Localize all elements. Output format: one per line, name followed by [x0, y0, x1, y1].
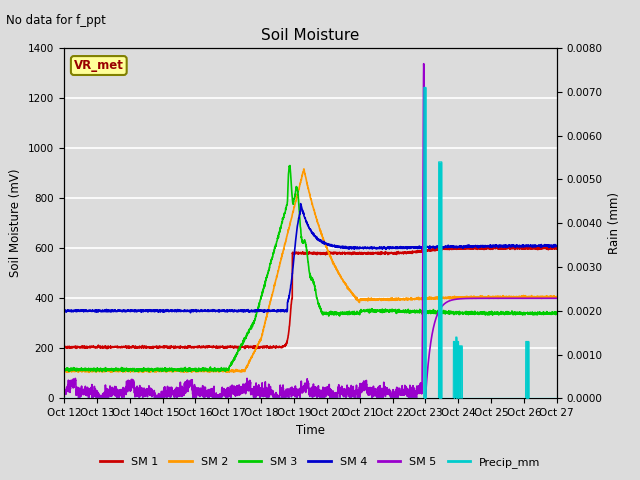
Title: Soil Moisture: Soil Moisture	[261, 28, 360, 43]
Y-axis label: Soil Moisture (mV): Soil Moisture (mV)	[10, 169, 22, 277]
Text: No data for f_ppt: No data for f_ppt	[6, 14, 106, 27]
Text: VR_met: VR_met	[74, 59, 124, 72]
X-axis label: Time: Time	[296, 424, 325, 437]
Legend: SM 1, SM 2, SM 3, SM 4, SM 5, Precip_mm: SM 1, SM 2, SM 3, SM 4, SM 5, Precip_mm	[95, 452, 545, 472]
Y-axis label: Rain (mm): Rain (mm)	[608, 192, 621, 254]
